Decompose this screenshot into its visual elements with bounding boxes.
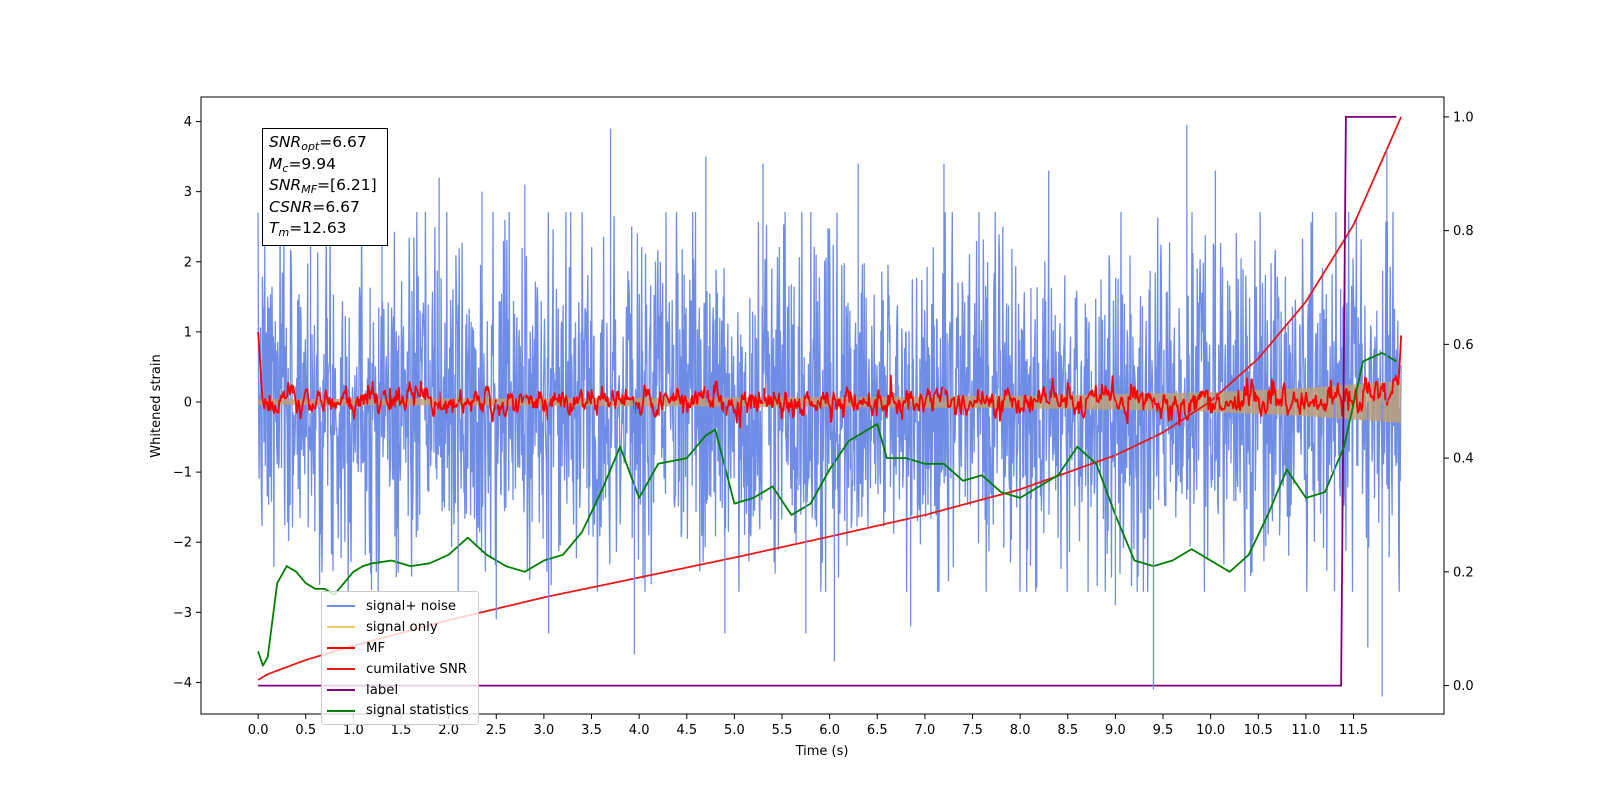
y-left-tick-label: −1 (173, 466, 192, 481)
legend-item-signal-statistics: signal statistics (327, 700, 478, 721)
y-left-tick-label: 1 (184, 325, 192, 340)
legend-swatch (327, 626, 355, 629)
x-tick-label: 8.5 (1057, 723, 1078, 738)
x-tick-label: 3.0 (534, 723, 555, 738)
x-tick-label: 0.0 (248, 723, 269, 738)
legend-item-label: label (327, 680, 478, 701)
legend-item-mf: MF (327, 638, 478, 659)
x-tick-label: 7.0 (915, 723, 936, 738)
annotation-mc: Mc=9.94 (269, 154, 336, 175)
y-axis-label: Whitened strain (149, 354, 164, 457)
annotation-tm: Tm=12.63 (269, 219, 347, 239)
y-axis-right: 0.0 0.2 0.4 0.6 0.8 1.0 (1444, 110, 1474, 694)
y-left-tick-label: 4 (184, 115, 192, 130)
legend-swatch (327, 647, 355, 650)
x-tick-label: 2.5 (486, 723, 507, 738)
x-tick-label: 3.5 (581, 723, 602, 738)
legend-item-cumilative-snr: cumilative SNR (327, 659, 478, 680)
plot-frame (200, 96, 1445, 715)
x-tick-label: 1.5 (391, 723, 412, 738)
y-right-tick-label: 1.0 (1453, 110, 1474, 125)
x-tick-label: 5.0 (724, 723, 745, 738)
series-signal-only (258, 381, 1402, 423)
y-left-tick-label: 3 (184, 185, 192, 200)
y-right-tick-label: 0.8 (1453, 224, 1474, 239)
legend-label: cumilative SNR (366, 661, 468, 677)
y-left-tick-label: 2 (184, 255, 192, 270)
annotation-csnr: CSNR=6.67 (269, 197, 360, 216)
legend-label: signal+ noise (366, 598, 457, 614)
x-tick-label: 1.0 (343, 723, 364, 738)
y-left-tick-label: −4 (173, 676, 192, 691)
x-tick-label: 4.0 (629, 723, 650, 738)
annotation-snr-mf: SNRMF=[6.21] (269, 176, 377, 196)
x-tick-label: 11.5 (1339, 723, 1368, 738)
x-tick-label: 9.5 (1153, 723, 1174, 738)
y-left-tick-label: −2 (173, 536, 192, 551)
y-right-tick-label: 0.6 (1453, 338, 1474, 353)
y-left-tick-label: 0 (184, 395, 192, 410)
x-tick-label: 0.5 (295, 723, 316, 738)
y-axis-left: −4 −3 −2 −1 0 1 2 3 4 (173, 115, 201, 691)
series-signal-noise (257, 212, 1402, 592)
x-tick-label: 9.0 (1105, 723, 1126, 738)
legend-swatch (327, 668, 355, 671)
y-right-tick-label: 0.4 (1453, 452, 1474, 467)
legend-swatch (327, 709, 355, 712)
x-tick-label: 6.5 (867, 723, 888, 738)
x-tick-label: 10.5 (1244, 723, 1273, 738)
series-label (258, 116, 1397, 687)
legend-label: signal only (366, 619, 438, 635)
series-mf (257, 331, 1402, 429)
y-left-tick-label: −3 (173, 606, 192, 621)
x-tick-label: 7.5 (962, 723, 983, 738)
y-right-tick-label: 0.2 (1453, 565, 1474, 580)
x-axis-label: Time (s) (795, 744, 849, 759)
legend-item-signal-noise: signal+ noise (327, 596, 478, 617)
annotation-box: SNRopt=6.67 Mc=9.94 SNRMF=[6.21] CSNR=6.… (262, 128, 388, 246)
legend-item-signal-only: signal only (327, 617, 478, 638)
legend: signal+ noise signal only MF cumilative … (321, 591, 479, 725)
legend-swatch (327, 605, 355, 608)
x-tick-label: 2.0 (438, 723, 459, 738)
legend-label: label (366, 682, 399, 698)
legend-label: MF (366, 640, 386, 656)
x-tick-label: 8.0 (1010, 723, 1031, 738)
x-tick-label: 4.5 (676, 723, 697, 738)
legend-label: signal statistics (366, 703, 469, 719)
series-signal-statistics (257, 352, 1397, 667)
annotation-snr-opt: SNRopt=6.67 (269, 133, 367, 153)
legend-swatch (327, 689, 355, 691)
x-tick-label: 10.0 (1196, 723, 1225, 738)
x-axis: 0.0 0.5 1.0 1.5 2.0 2.5 3.0 3.5 4.0 4.5 5.0 5.5 6.0 6… (248, 714, 1368, 738)
y-right-tick-label: 0.0 (1453, 679, 1474, 694)
x-tick-label: 6.0 (819, 723, 840, 738)
x-tick-label: 11.0 (1291, 723, 1320, 738)
x-tick-label: 5.5 (772, 723, 793, 738)
